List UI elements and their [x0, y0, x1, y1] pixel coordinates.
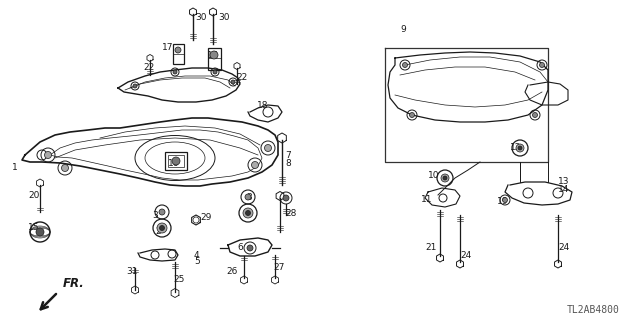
Text: 16: 16: [168, 158, 179, 167]
Circle shape: [246, 211, 250, 215]
Bar: [208, 48, 221, 70]
Circle shape: [173, 70, 177, 74]
Circle shape: [159, 226, 164, 230]
Circle shape: [175, 47, 181, 53]
Bar: [173, 44, 184, 64]
Text: TL2AB4800: TL2AB4800: [567, 305, 620, 315]
Circle shape: [245, 194, 251, 200]
Text: 8: 8: [285, 158, 291, 167]
Text: 6: 6: [237, 243, 243, 252]
Circle shape: [516, 144, 524, 152]
Text: 17: 17: [162, 44, 173, 52]
Text: 10: 10: [428, 171, 440, 180]
Circle shape: [532, 113, 538, 117]
Text: 15: 15: [28, 223, 40, 233]
Text: 9: 9: [400, 26, 406, 35]
Bar: [168, 155, 184, 167]
Circle shape: [61, 164, 68, 172]
Text: 26: 26: [226, 268, 237, 276]
Text: FR.: FR.: [63, 277, 84, 290]
Text: 30: 30: [195, 13, 207, 22]
Circle shape: [410, 113, 415, 117]
Text: 1: 1: [12, 163, 18, 172]
Circle shape: [159, 209, 165, 215]
Text: 19: 19: [497, 197, 509, 206]
Text: 2: 2: [244, 209, 250, 218]
Circle shape: [441, 174, 449, 182]
Text: 7: 7: [285, 150, 291, 159]
Circle shape: [247, 245, 253, 251]
Text: 4: 4: [194, 251, 200, 260]
Text: 13: 13: [558, 178, 570, 187]
Circle shape: [518, 146, 522, 150]
Circle shape: [283, 195, 289, 201]
Text: 17: 17: [207, 51, 218, 60]
Circle shape: [157, 223, 167, 233]
Circle shape: [36, 228, 44, 236]
Circle shape: [213, 70, 217, 74]
Circle shape: [443, 176, 447, 180]
Circle shape: [172, 157, 180, 165]
Text: 24: 24: [558, 244, 569, 252]
Circle shape: [252, 162, 259, 169]
Circle shape: [231, 80, 235, 84]
Text: 11: 11: [421, 196, 433, 204]
Text: 22: 22: [143, 63, 154, 73]
Text: 25: 25: [173, 276, 184, 284]
Text: 31: 31: [126, 268, 138, 276]
Circle shape: [540, 62, 545, 68]
Circle shape: [210, 51, 218, 59]
Text: 28: 28: [285, 209, 296, 218]
Text: 20: 20: [28, 190, 40, 199]
Text: 3: 3: [246, 193, 252, 202]
Text: 21: 21: [425, 244, 436, 252]
Bar: [165, 152, 187, 170]
Text: 5: 5: [194, 258, 200, 267]
Text: 3: 3: [152, 211, 157, 220]
Text: 18: 18: [257, 101, 269, 110]
Circle shape: [243, 208, 253, 218]
Circle shape: [264, 145, 271, 151]
Circle shape: [45, 151, 51, 158]
Text: 22: 22: [236, 74, 247, 83]
Text: 14: 14: [558, 186, 570, 195]
Circle shape: [133, 84, 137, 88]
Text: 30: 30: [218, 13, 230, 22]
Text: 24: 24: [460, 251, 471, 260]
Text: 2: 2: [155, 228, 161, 236]
Text: 29: 29: [200, 213, 211, 222]
Text: 12: 12: [510, 143, 522, 153]
Circle shape: [403, 62, 408, 68]
Text: 27: 27: [273, 263, 284, 273]
Circle shape: [502, 197, 508, 203]
